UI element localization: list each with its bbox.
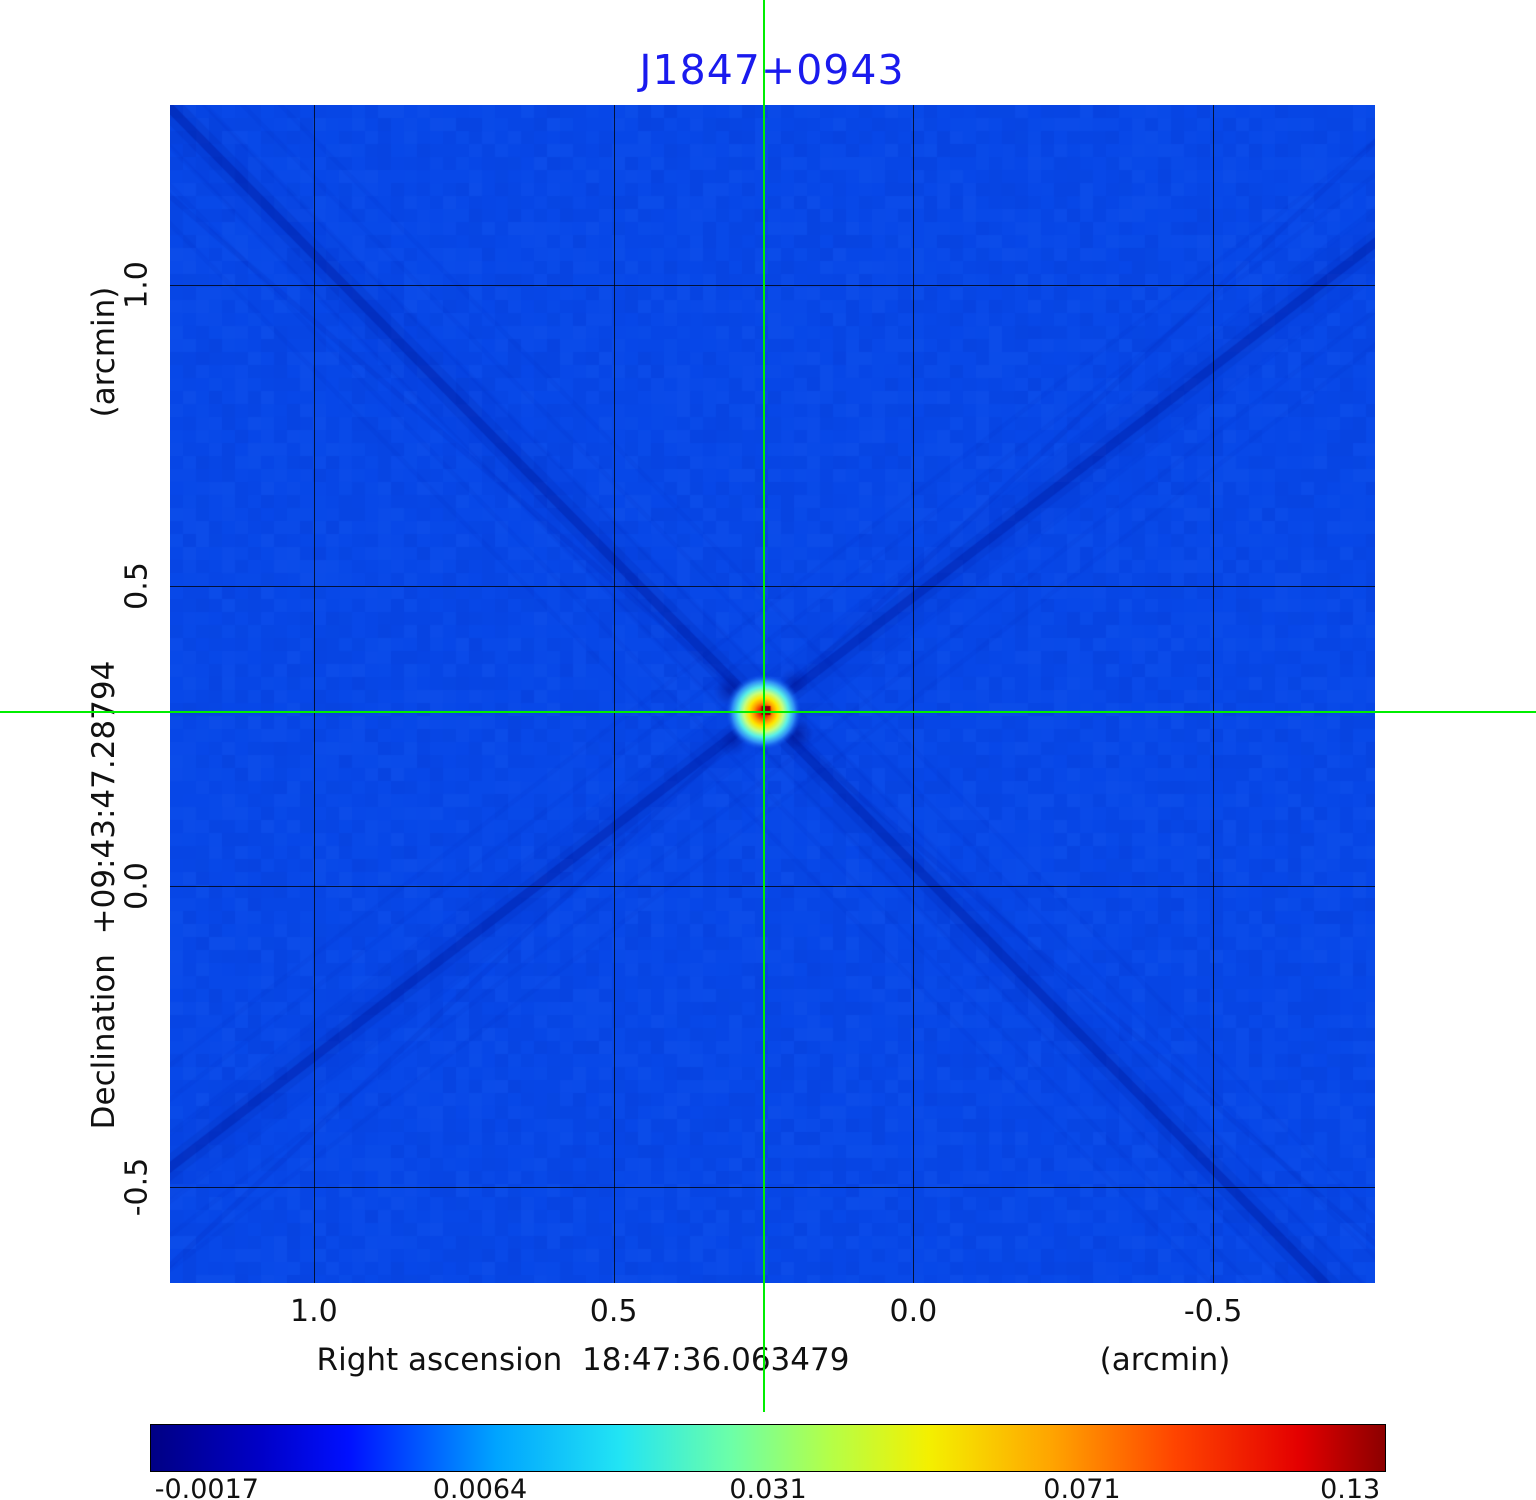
gridline-horizontal bbox=[170, 285, 1375, 287]
colorbar-tick-label: 0.071 bbox=[1043, 1474, 1121, 1500]
colorbar bbox=[150, 1424, 1386, 1472]
y-tick-label: 0.5 bbox=[119, 561, 155, 610]
colorbar-tick-label: 0.13 bbox=[1320, 1474, 1381, 1500]
source-title: J1847+0943 bbox=[639, 46, 905, 94]
x-tick-label: 1.0 bbox=[290, 1294, 338, 1329]
plot-area bbox=[170, 105, 1375, 1283]
y-tick-label: -0.5 bbox=[119, 1157, 155, 1217]
x-axis-title: Right ascension 18:47:36.063479 bbox=[316, 1342, 850, 1378]
crosshair-vertical-line bbox=[762, 0, 765, 1412]
gridline-horizontal bbox=[170, 886, 1375, 888]
x-axis-unit-label: (arcmin) bbox=[1099, 1342, 1231, 1378]
colorbar-tick-label: -0.0017 bbox=[154, 1474, 259, 1500]
gridline-horizontal bbox=[170, 585, 1375, 587]
gridline-vertical bbox=[313, 105, 315, 1283]
x-tick-label: 0.5 bbox=[589, 1294, 638, 1329]
colorbar-tick-label: 0.0064 bbox=[432, 1474, 528, 1500]
grid-overlay bbox=[170, 105, 1375, 1283]
x-tick-label: -0.5 bbox=[1183, 1294, 1243, 1329]
y-axis-unit-label: (arcmin) bbox=[86, 286, 122, 418]
gridline-horizontal bbox=[170, 1186, 1375, 1188]
crosshair-horizontal-line bbox=[0, 711, 1536, 714]
x-tick-label: 0.0 bbox=[889, 1294, 938, 1329]
colorbar-tick-label: 0.031 bbox=[729, 1474, 807, 1500]
y-tick-label: 1.0 bbox=[119, 261, 155, 310]
y-axis-title: Declination +09:43:47.28794 bbox=[86, 660, 122, 1130]
gridline-vertical bbox=[913, 105, 915, 1283]
gridline-vertical bbox=[613, 105, 615, 1283]
gridline-vertical bbox=[1213, 105, 1215, 1283]
heatmap-canvas bbox=[170, 105, 1375, 1283]
y-tick-label: 0.0 bbox=[119, 862, 155, 911]
